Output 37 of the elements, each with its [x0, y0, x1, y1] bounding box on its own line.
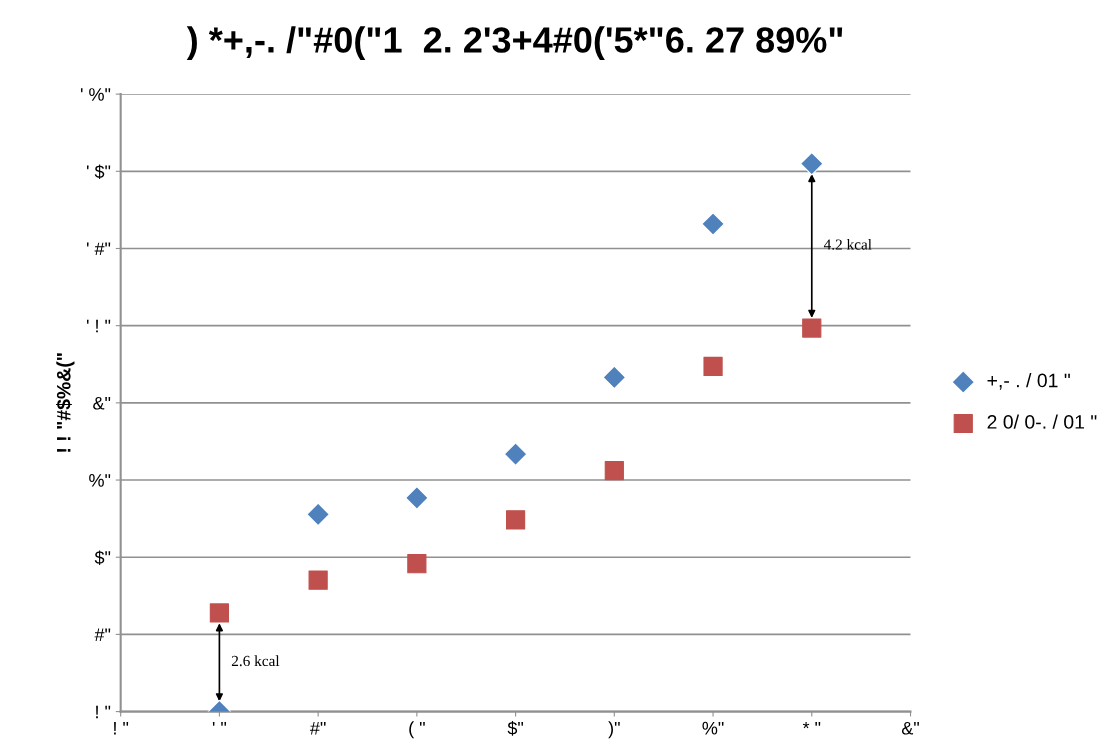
- category-label: &": [93, 396, 111, 410]
- point: [604, 460, 624, 481]
- x-tick-label: $": [507, 721, 524, 736]
- legend-label: 2 0/ 0-. / 01 ": [987, 414, 1097, 429]
- point: [306, 502, 330, 527]
- x-tick-label: )": [608, 721, 620, 739]
- point: [405, 486, 429, 510]
- point: [505, 510, 526, 530]
- point: [503, 442, 528, 466]
- x-tick-label: %": [702, 721, 724, 735]
- point: [602, 365, 627, 390]
- y-axis-title: ! ! "#$%&(": [56, 353, 75, 452]
- x-tick-label: ( ": [409, 721, 425, 739]
- chart-title: ) *+,-. /"#0("1 2. 2'3+4#0('5*"6. 27 89%": [186, 26, 843, 60]
- category-label: ! ": [96, 705, 111, 719]
- point: [209, 603, 230, 623]
- annotation: 2.6 kcal: [231, 655, 280, 667]
- category-label: ' %": [80, 88, 111, 101]
- point: [703, 356, 723, 377]
- category-label: ' ! ": [86, 319, 111, 333]
- annotation: 4.2 kcal: [823, 238, 872, 250]
- category-label: ' $": [86, 164, 111, 180]
- x-tick-label: * ": [802, 721, 821, 729]
- category-label: $": [94, 550, 111, 566]
- category-label: ' #": [86, 242, 111, 256]
- point: [800, 151, 824, 176]
- point: [308, 570, 328, 590]
- point: [407, 554, 427, 574]
- point: [802, 318, 822, 338]
- x-tick-label: ' ": [212, 721, 227, 726]
- legend-label: +,- . / 01 ": [987, 373, 1070, 390]
- x-tick-label: #": [309, 721, 326, 735]
- category-label: #": [94, 628, 111, 641]
- category-label: %": [89, 474, 111, 487]
- x-tick-label: &": [901, 721, 919, 735]
- x-tick-label: ! ": [114, 721, 129, 735]
- point: [701, 212, 725, 236]
